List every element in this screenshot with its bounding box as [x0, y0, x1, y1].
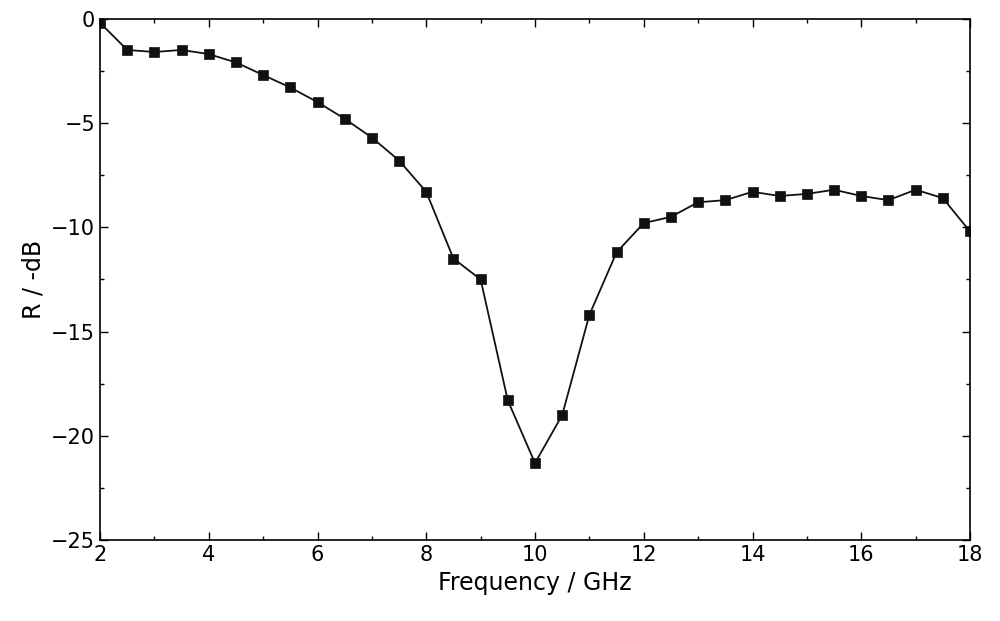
X-axis label: Frequency / GHz: Frequency / GHz: [438, 571, 632, 595]
Y-axis label: R / -dB: R / -dB: [22, 240, 46, 319]
